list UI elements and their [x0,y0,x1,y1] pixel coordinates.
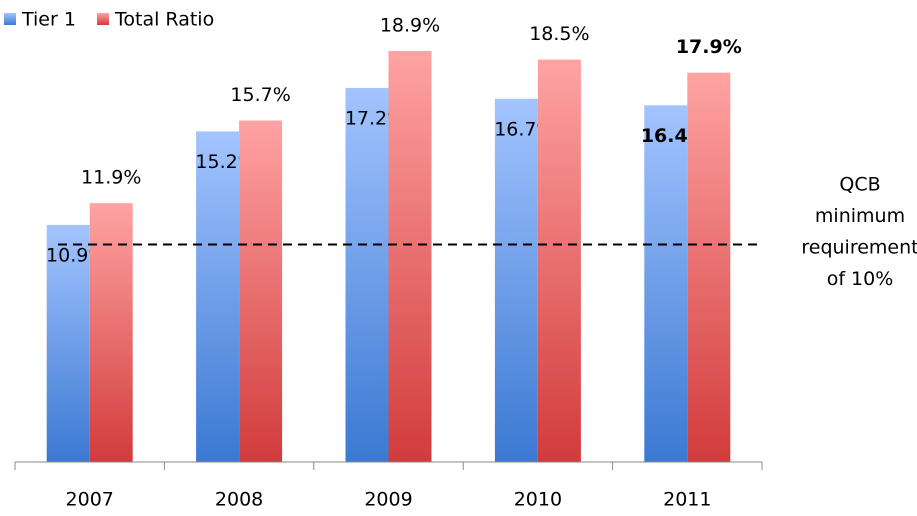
legend-swatch [4,13,16,25]
legend-label: Tier 1 [21,9,76,31]
data-label: 11.9% [81,167,141,189]
bar [644,105,688,463]
x-tick-label: 2009 [364,489,412,511]
reference-label: QCB [839,174,880,196]
bar [196,131,240,462]
legend-label: Total Ratio [114,9,214,31]
bar [46,224,90,462]
data-label: 18.5% [529,23,589,45]
data-label: 18.9% [380,14,440,36]
x-tick-label: 2010 [514,489,562,511]
bar [494,98,538,463]
legend-swatch [97,13,109,25]
x-tick-label: 2011 [663,489,711,511]
bar [537,59,581,462]
x-tick-label: 2007 [66,489,114,511]
bar [239,120,283,463]
data-label: 15.7% [230,84,290,106]
data-label: 17.9% [676,36,742,58]
bar [89,203,133,463]
reference-label: minimum [815,205,905,227]
reference-label: requirement [801,237,917,259]
bar [687,72,731,463]
bar [388,50,432,463]
x-tick-label: 2008 [215,489,263,511]
reference-label: of 10% [827,268,894,290]
bar [345,87,389,463]
